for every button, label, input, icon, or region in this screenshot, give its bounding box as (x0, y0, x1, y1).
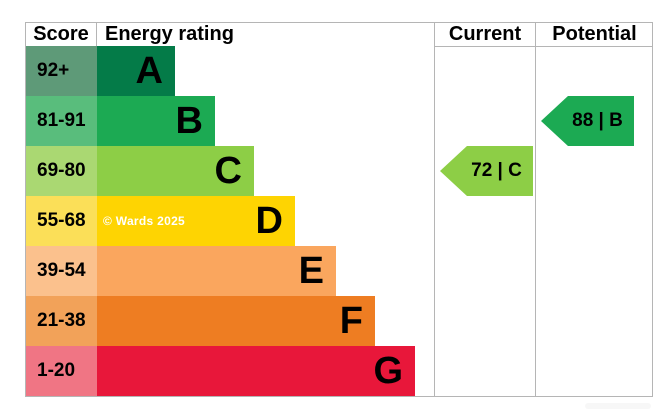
score-range-cell: 92+ (26, 46, 97, 96)
energy-band-bar: E (97, 246, 336, 296)
score-range-cell: 81-91 (26, 96, 97, 146)
potential-rating-arrow: 88 | B (541, 96, 634, 146)
table-border-right (652, 22, 653, 397)
table-border-left (25, 22, 26, 397)
energy-band-bar: F (97, 296, 375, 346)
score-range-cell: 21-38 (26, 296, 97, 346)
energy-band-bar: A (97, 46, 175, 96)
table-border-top (25, 22, 653, 23)
score-column-divider (96, 22, 97, 47)
energy-band-bar: C (97, 146, 254, 196)
energy-band-bar: B (97, 96, 215, 146)
table-border-bottom (25, 396, 653, 397)
energy-band-bar: G (97, 346, 415, 396)
current-column-header: Current (448, 23, 522, 45)
faint-watermark-smudge (585, 403, 651, 409)
copyright-watermark: © Wards 2025 (103, 214, 186, 228)
current-rating-arrow: 72 | C (440, 146, 533, 196)
score-range-cell: 1-20 (26, 346, 97, 396)
score-column-header: Score (33, 23, 89, 45)
score-range-cell: 69-80 (26, 146, 97, 196)
energy-rating-column-header: Energy rating (105, 23, 234, 45)
current-column-divider (434, 22, 435, 397)
score-range-cell: 55-68 (26, 196, 97, 246)
score-range-cell: 39-54 (26, 246, 97, 296)
potential-column-header: Potential (552, 23, 637, 45)
energy-band-bar: D (97, 196, 295, 246)
header-underline-right (434, 46, 653, 47)
potential-column-divider (535, 22, 536, 397)
